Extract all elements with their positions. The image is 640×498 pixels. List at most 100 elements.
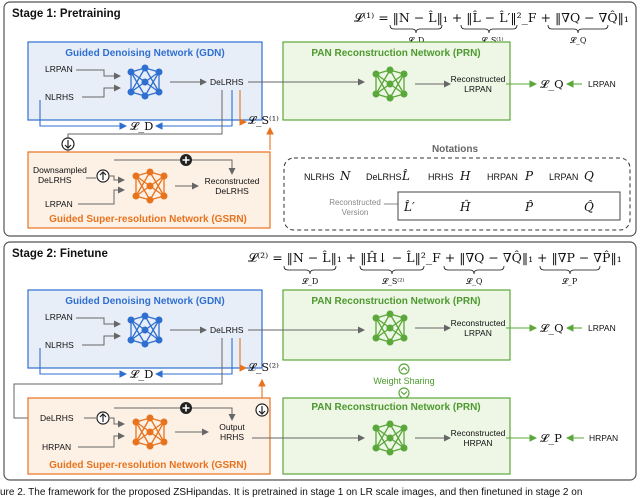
stage2-output-hrhs-line1: Output — [219, 422, 245, 432]
stage2-nlrhs-input: NLRHS — [45, 340, 74, 350]
stage1-panel — [3, 1, 637, 237]
stage2-nlrhs-to-gdn-arrow — [82, 332, 121, 346]
stage2-delrhs-to-ld-arrow — [154, 338, 233, 378]
weight-sharing-label: Weight Sharing — [373, 376, 434, 386]
notations-title: Notations — [432, 144, 479, 155]
stage2-brace-d — [283, 265, 337, 275]
stage2-sub-p: 𝓛_P — [562, 276, 578, 286]
stage2-recon-hrpan-line1: Reconstructed — [451, 428, 506, 438]
stage1-sub-d: 𝓛_D — [408, 35, 424, 45]
stage1-delrhs-label: DeLRHS — [210, 77, 244, 87]
notation-symbol-l-prime: L̂′ — [403, 199, 415, 214]
stage2-brace-p — [539, 265, 601, 275]
stage2-prn-bottom-title: PAN Reconstruction Network (PRN) — [311, 402, 480, 413]
stage2-hrpan-target: HRPAN — [589, 433, 618, 443]
notation-symbol-p-hat: P̂ — [524, 199, 534, 214]
stage2-gsrn-delrhs: DeLRHS — [40, 413, 74, 423]
stage2-recon-lrpan-line1: Reconstructed — [451, 318, 506, 328]
stage1-delrhs-to-ld-arrow — [154, 90, 233, 130]
stage1-brace-q — [547, 24, 609, 34]
stage1-title: Stage 1: Pretraining — [12, 8, 121, 20]
notations-box — [283, 157, 631, 231]
stage1-gsrn-lrpan: LRPAN — [45, 199, 73, 209]
stage2-output-hrhs-line2: HRHS — [220, 432, 244, 442]
notation-symbol-l: L̂ — [401, 168, 410, 183]
stage1-recon-lrpan-line2: LRPAN — [464, 84, 492, 94]
notation-symbol-h-hat: Ĥ — [459, 199, 471, 214]
notation-symbol-p: P — [524, 169, 534, 183]
stage2-brace-s — [359, 265, 425, 275]
stage2-loss-q: 𝓛_Q — [540, 321, 564, 335]
stage2-panel — [3, 241, 637, 481]
stage2-recon-lrpan-line2: LRPAN — [464, 328, 492, 338]
stage2-delrhs-to-ls-arrow — [239, 338, 248, 372]
stage1-loss-equation: 𝓛⁽¹⁾ = ‖N − L̂‖₁ + ‖L̂ − L̂′‖²_F + ‖∇Q −… — [354, 10, 629, 25]
notation-reconstructed-line2: Version — [342, 208, 369, 217]
stage1-gsrn-lrpan-arrow — [78, 186, 125, 205]
stage2-loss-p: 𝓛_P — [540, 431, 562, 445]
stage1-loss-q: 𝓛_Q — [540, 77, 564, 91]
stage1-nlrhs-to-gdn-arrow — [82, 84, 121, 98]
stage1-brace-s — [460, 24, 518, 34]
stage1-recon-delrhs-line2: DeLRHS — [215, 186, 249, 196]
stage2-nlrhs-to-ld-arrow — [39, 348, 128, 378]
stage2-brace-q — [443, 265, 505, 275]
stage2-sub-d: 𝓛_D — [302, 276, 318, 286]
stage1-recon-delrhs-line1: Reconstructed — [205, 176, 260, 186]
stage1-gsrn-box — [27, 151, 271, 229]
notation-reconstructed-line1: Reconstructed — [329, 198, 381, 207]
notation-label-lrpan: LRPAN — [549, 172, 578, 182]
stage2-loss-d: 𝓛_D — [130, 367, 153, 381]
notation-label-delrhs: DeLRHS — [366, 172, 402, 182]
weight-sharing-down-icon — [398, 387, 410, 399]
stage1-loss-d: 𝓛_D — [130, 119, 153, 133]
weight-sharing-up-icon — [398, 363, 410, 375]
stage1-sub-q: 𝓛_Q — [570, 35, 587, 45]
stage2-prn-bottom-box — [282, 397, 511, 475]
stage2-gdn-title: Guided Denoising Network (GDN) — [65, 296, 224, 307]
stage2-gsrn-box — [27, 397, 271, 475]
stage1-gdn-title: Guided Denoising Network (GDN) — [65, 48, 224, 59]
notation-symbol-n: N — [339, 169, 351, 183]
notation-symbol-h: H — [459, 169, 471, 183]
stage2-gsrn-hrpan-arrow — [78, 432, 125, 448]
notation-symbol-q: Q — [584, 169, 594, 183]
stage2-lrpan-to-gdn-arrow — [76, 317, 121, 328]
stage1-delrhs-to-ls-arrow — [239, 90, 248, 126]
notation-symbol-q-hat: Q̂ — [584, 199, 594, 214]
notation-reconstructed-box — [397, 191, 621, 221]
stage1-brace-d — [389, 24, 443, 34]
notation-label-hrpan: HRPAN — [487, 172, 518, 182]
stage1-gsrn-input-arrow-2 — [110, 175, 125, 184]
stage2-loss-equation: 𝓛⁽²⁾ = ‖N − L̂‖₁ + ‖Ĥ↓ − L̂‖²_F + ‖∇Q − … — [248, 250, 622, 265]
stage2-gsrn-hrpan: HRPAN — [42, 442, 71, 452]
stage1-recon-lrpan-line1: Reconstructed — [451, 74, 506, 84]
stage2-sub-q: 𝓛_Q — [466, 276, 483, 286]
stage1-sub-s: 𝓛_S⁽¹⁾ — [481, 35, 503, 45]
stage2-skip-connection — [114, 407, 232, 420]
stage2-loss-s: 𝓛_S⁽²⁾ — [248, 361, 279, 374]
stage1-prn-title: PAN Reconstruction Network (PRN) — [311, 48, 480, 59]
stage1-nlrhs-input: NLRHS — [45, 92, 74, 102]
stage1-nlrhs-to-ld-arrow — [39, 100, 128, 130]
stage2-recon-hrpan-line2: HRPAN — [463, 438, 492, 448]
stage2-delrhs-label: DeLRHS — [210, 325, 244, 335]
stage2-title: Stage 2: Finetune — [12, 248, 108, 260]
stage2-gsrn-title: Guided Super-resolution Network (GSRN) — [49, 460, 247, 471]
stage1-skip-connection — [114, 159, 232, 174]
stage1-loss-s: 𝓛_S⁽¹⁾ — [248, 114, 279, 127]
stage2-lrpan-input: LRPAN — [45, 312, 73, 322]
stage2-delrhs-down-line — [13, 338, 223, 422]
figure-caption: ure 2. The framework for the proposed ZS… — [0, 487, 582, 498]
stage1-downsampled-line2: DeLRHS — [38, 175, 72, 185]
stage1-gsrn-title: Guided Super-resolution Network (GSRN) — [49, 214, 247, 225]
stage2-prn-top-title: PAN Reconstruction Network (PRN) — [311, 296, 480, 307]
stage1-lrpan-input: LRPAN — [45, 64, 73, 74]
stage1-lrpan-to-gdn-arrow — [76, 69, 121, 80]
notation-label-hrhs: HRHS — [428, 172, 454, 182]
stage2-sub-s: 𝓛_S⁽²⁾ — [382, 276, 404, 286]
stage2-gsrn-input-arrow-2 — [110, 417, 125, 428]
stage2-lrpan-target: LRPAN — [588, 323, 616, 333]
stage1-downsampled-line1: Downsampled — [33, 165, 87, 175]
